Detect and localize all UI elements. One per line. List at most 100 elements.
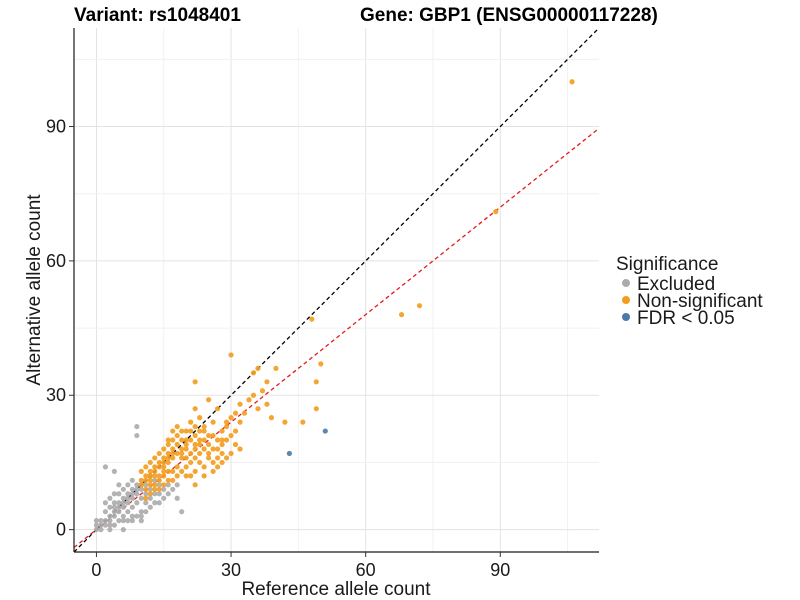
point-non-significant <box>179 455 185 461</box>
point-non-significant <box>170 450 176 457</box>
point-non-significant <box>165 450 171 457</box>
point-excluded <box>120 527 126 533</box>
point-excluded <box>147 486 153 492</box>
point-non-significant <box>197 450 203 457</box>
point-non-significant <box>156 486 162 492</box>
point-excluded <box>143 500 149 506</box>
point-excluded <box>120 500 126 506</box>
legend-label-non-significant: Non-significant <box>637 291 763 312</box>
point-non-significant <box>170 446 176 452</box>
plot-area <box>74 28 599 552</box>
point-non-significant <box>183 437 189 443</box>
point-excluded <box>125 482 131 488</box>
point-non-significant <box>170 428 176 434</box>
point-non-significant <box>309 316 315 322</box>
point-non-significant <box>250 370 257 376</box>
point-non-significant <box>183 464 189 470</box>
point-non-significant <box>192 423 198 430</box>
point-non-significant <box>174 441 180 448</box>
point-non-significant <box>165 437 171 443</box>
point-non-significant <box>250 392 257 398</box>
point-non-significant <box>232 410 239 416</box>
point-non-significant <box>246 397 252 403</box>
point-non-significant <box>165 459 171 466</box>
point-non-significant <box>264 379 270 385</box>
point-excluded <box>107 504 113 510</box>
legend-swatch-fdr-0-05 <box>622 313 630 321</box>
point-excluded <box>93 527 100 533</box>
point-non-significant <box>152 486 158 492</box>
point-non-significant <box>206 432 212 439</box>
point-non-significant <box>188 450 194 457</box>
point-non-significant <box>179 428 185 434</box>
point-excluded <box>161 486 167 492</box>
point-non-significant <box>152 473 158 479</box>
point-non-significant <box>223 437 230 443</box>
x-tick-label: 30 <box>221 560 241 580</box>
point-excluded <box>174 495 180 501</box>
point-non-significant <box>210 419 216 425</box>
y-axis-ticks: 0 30 60 90 <box>46 117 74 540</box>
point-excluded <box>98 527 104 533</box>
point-excluded <box>129 504 135 510</box>
point-non-significant <box>223 455 230 461</box>
point-excluded <box>111 509 117 515</box>
point-excluded <box>93 518 100 524</box>
legend-label-fdr-0-05: FDR < 0.05 <box>637 308 735 329</box>
point-non-significant <box>201 446 207 452</box>
point-non-significant <box>170 437 176 443</box>
point-excluded <box>138 486 144 492</box>
point-non-significant <box>192 446 198 452</box>
point-excluded <box>138 509 144 515</box>
point-non-significant <box>219 441 225 448</box>
point-non-significant <box>214 446 221 452</box>
point-non-significant <box>165 455 171 461</box>
point-excluded <box>165 491 171 497</box>
point-excluded <box>129 518 135 524</box>
point-non-significant <box>237 401 243 407</box>
point-excluded <box>134 432 140 439</box>
point-non-significant <box>152 482 158 488</box>
point-excluded <box>93 522 100 528</box>
point-non-significant <box>183 455 189 461</box>
legend: Significance ExcludedNon-significantFDR … <box>616 254 763 329</box>
y-axis-label: Alternative allele count <box>24 194 45 386</box>
y-tick-label: 30 <box>46 385 66 405</box>
point-non-significant <box>214 455 221 461</box>
point-non-significant <box>228 450 234 457</box>
point-non-significant <box>170 477 176 483</box>
point-non-significant <box>192 441 198 448</box>
point-non-significant <box>416 303 423 309</box>
point-excluded <box>107 527 113 533</box>
point-non-significant <box>206 441 212 448</box>
point-non-significant <box>152 455 158 461</box>
point-excluded <box>147 504 153 510</box>
point-excluded <box>156 500 162 506</box>
point-non-significant <box>197 428 203 434</box>
point-non-significant <box>318 361 324 367</box>
point-non-significant <box>188 428 194 434</box>
point-excluded <box>120 486 126 492</box>
legend-label-excluded: Excluded <box>637 274 715 295</box>
point-non-significant <box>147 491 153 497</box>
point-non-significant <box>143 464 149 470</box>
point-excluded <box>111 500 117 506</box>
point-non-significant <box>188 459 194 466</box>
point-non-significant <box>174 473 180 479</box>
point-non-significant <box>138 468 144 474</box>
point-non-significant <box>197 415 203 421</box>
point-non-significant <box>192 406 198 412</box>
point-non-significant <box>197 459 203 466</box>
point-non-significant <box>179 437 185 443</box>
point-non-significant <box>161 446 167 452</box>
point-non-significant <box>219 450 225 457</box>
point-excluded <box>156 491 162 497</box>
point-non-significant <box>147 459 153 466</box>
point-excluded <box>116 500 122 506</box>
point-excluded <box>129 486 135 492</box>
point-non-significant <box>206 450 212 457</box>
point-excluded <box>111 468 117 474</box>
point-non-significant <box>179 446 185 452</box>
point-non-significant <box>206 455 212 461</box>
